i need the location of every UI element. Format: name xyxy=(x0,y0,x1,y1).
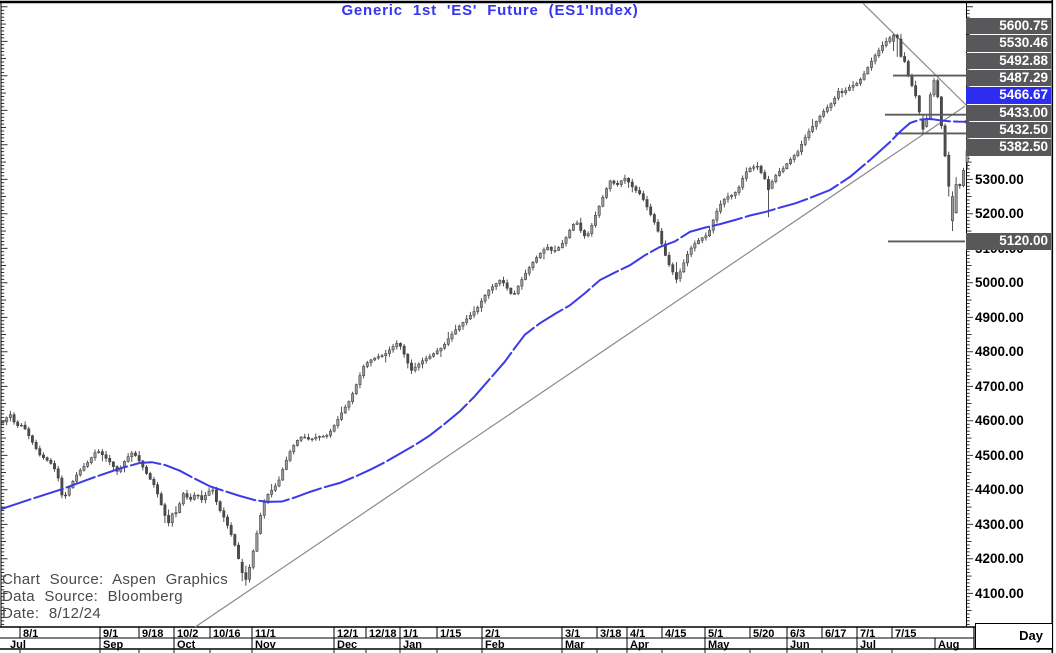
price-level-label: 5600.75 xyxy=(966,17,1051,35)
y-tick-label: 5200.00 xyxy=(975,206,1024,222)
x-axis-label: Mar xyxy=(565,638,585,651)
y-tick-label: 4200.00 xyxy=(975,551,1024,567)
x-axis-label: 7/15 xyxy=(895,627,917,640)
x-axis-label: May xyxy=(708,638,730,651)
x-axis-label: Jul xyxy=(10,638,26,651)
y-tick-label: 5300.00 xyxy=(975,171,1024,187)
x-axis-label: 7/1 xyxy=(860,627,876,640)
price-level-label: 5530.46 xyxy=(966,35,1051,52)
x-axis-label: Jan xyxy=(403,638,422,651)
x-axis-label: 6/17 xyxy=(825,627,847,640)
price-level-label-5120: 5120.00 xyxy=(966,233,1051,250)
x-axis-label: 1/15 xyxy=(440,627,462,640)
x-axis-label: Sep xyxy=(103,638,124,651)
last-value-label: 5466.67 xyxy=(966,87,1051,104)
x-axis-label: 5/1 xyxy=(708,627,724,640)
price-level-label: 5382.50 xyxy=(966,139,1051,156)
x-axis-label: 1/1 xyxy=(403,627,419,640)
x-axis-label: Feb xyxy=(485,638,505,651)
x-axis-label: Aug xyxy=(938,638,960,651)
y-tick-label: 4500.00 xyxy=(975,447,1024,463)
x-axis-label: 10/16 xyxy=(213,627,241,640)
x-axis-label: 3/1 xyxy=(565,627,581,640)
x-axis-label: 5/20 xyxy=(753,627,775,640)
moving-average-line xyxy=(1,117,968,510)
x-axis-label: 12/18 xyxy=(369,627,397,640)
x-axis-label: 10/2 xyxy=(177,627,199,640)
y-tick-label: 4700.00 xyxy=(975,378,1024,394)
axis-period-label: Day xyxy=(975,623,1053,649)
x-axis-label: 9/1 xyxy=(103,627,119,640)
x-axis-label: 12/1 xyxy=(337,627,359,640)
x-axis-label: Nov xyxy=(255,638,276,651)
chart-title: Generic 1st 'ES' Future (ES1'Index) xyxy=(341,2,639,19)
x-axis-label: Jun xyxy=(790,638,810,651)
price-level-label: 5487.29 xyxy=(966,69,1051,87)
x-axis-label: 11/1 xyxy=(255,627,276,640)
price-level-label: 5432.50 xyxy=(966,121,1051,139)
x-axis-label: Oct xyxy=(177,638,196,651)
price-level-label: 5492.88 xyxy=(966,52,1051,70)
date-line: Date: 8/12/24 xyxy=(2,605,101,622)
x-axis-label: 9/18 xyxy=(142,627,164,640)
chart-source-line: Chart Source: Aspen Graphics xyxy=(2,571,229,588)
x-axis-label: 6/3 xyxy=(790,627,806,640)
y-tick-label: 4900.00 xyxy=(975,309,1024,325)
y-tick-label: 4300.00 xyxy=(975,516,1024,532)
x-axis-label: 2/1 xyxy=(485,627,501,640)
x-axis-label: 3/18 xyxy=(600,627,622,640)
x-axis-label: 8/1 xyxy=(23,627,39,640)
x-axis-label: 4/1 xyxy=(630,627,646,640)
data-source-line: Data Source: Bloomberg xyxy=(2,588,183,605)
x-axis-label: Dec xyxy=(337,638,358,651)
x-axis-label: Apr xyxy=(630,638,649,651)
y-tick-label: 4600.00 xyxy=(975,413,1024,429)
y-tick-label: 4800.00 xyxy=(975,344,1024,360)
x-axis-label: Jul xyxy=(860,638,876,651)
price-level-label: 5433.00 xyxy=(966,104,1051,122)
y-tick-label: 5000.00 xyxy=(975,275,1024,291)
x-axis-label: 4/15 xyxy=(665,627,687,640)
y-tick-label: 4100.00 xyxy=(975,585,1024,601)
y-tick-label: 4400.00 xyxy=(975,482,1024,498)
